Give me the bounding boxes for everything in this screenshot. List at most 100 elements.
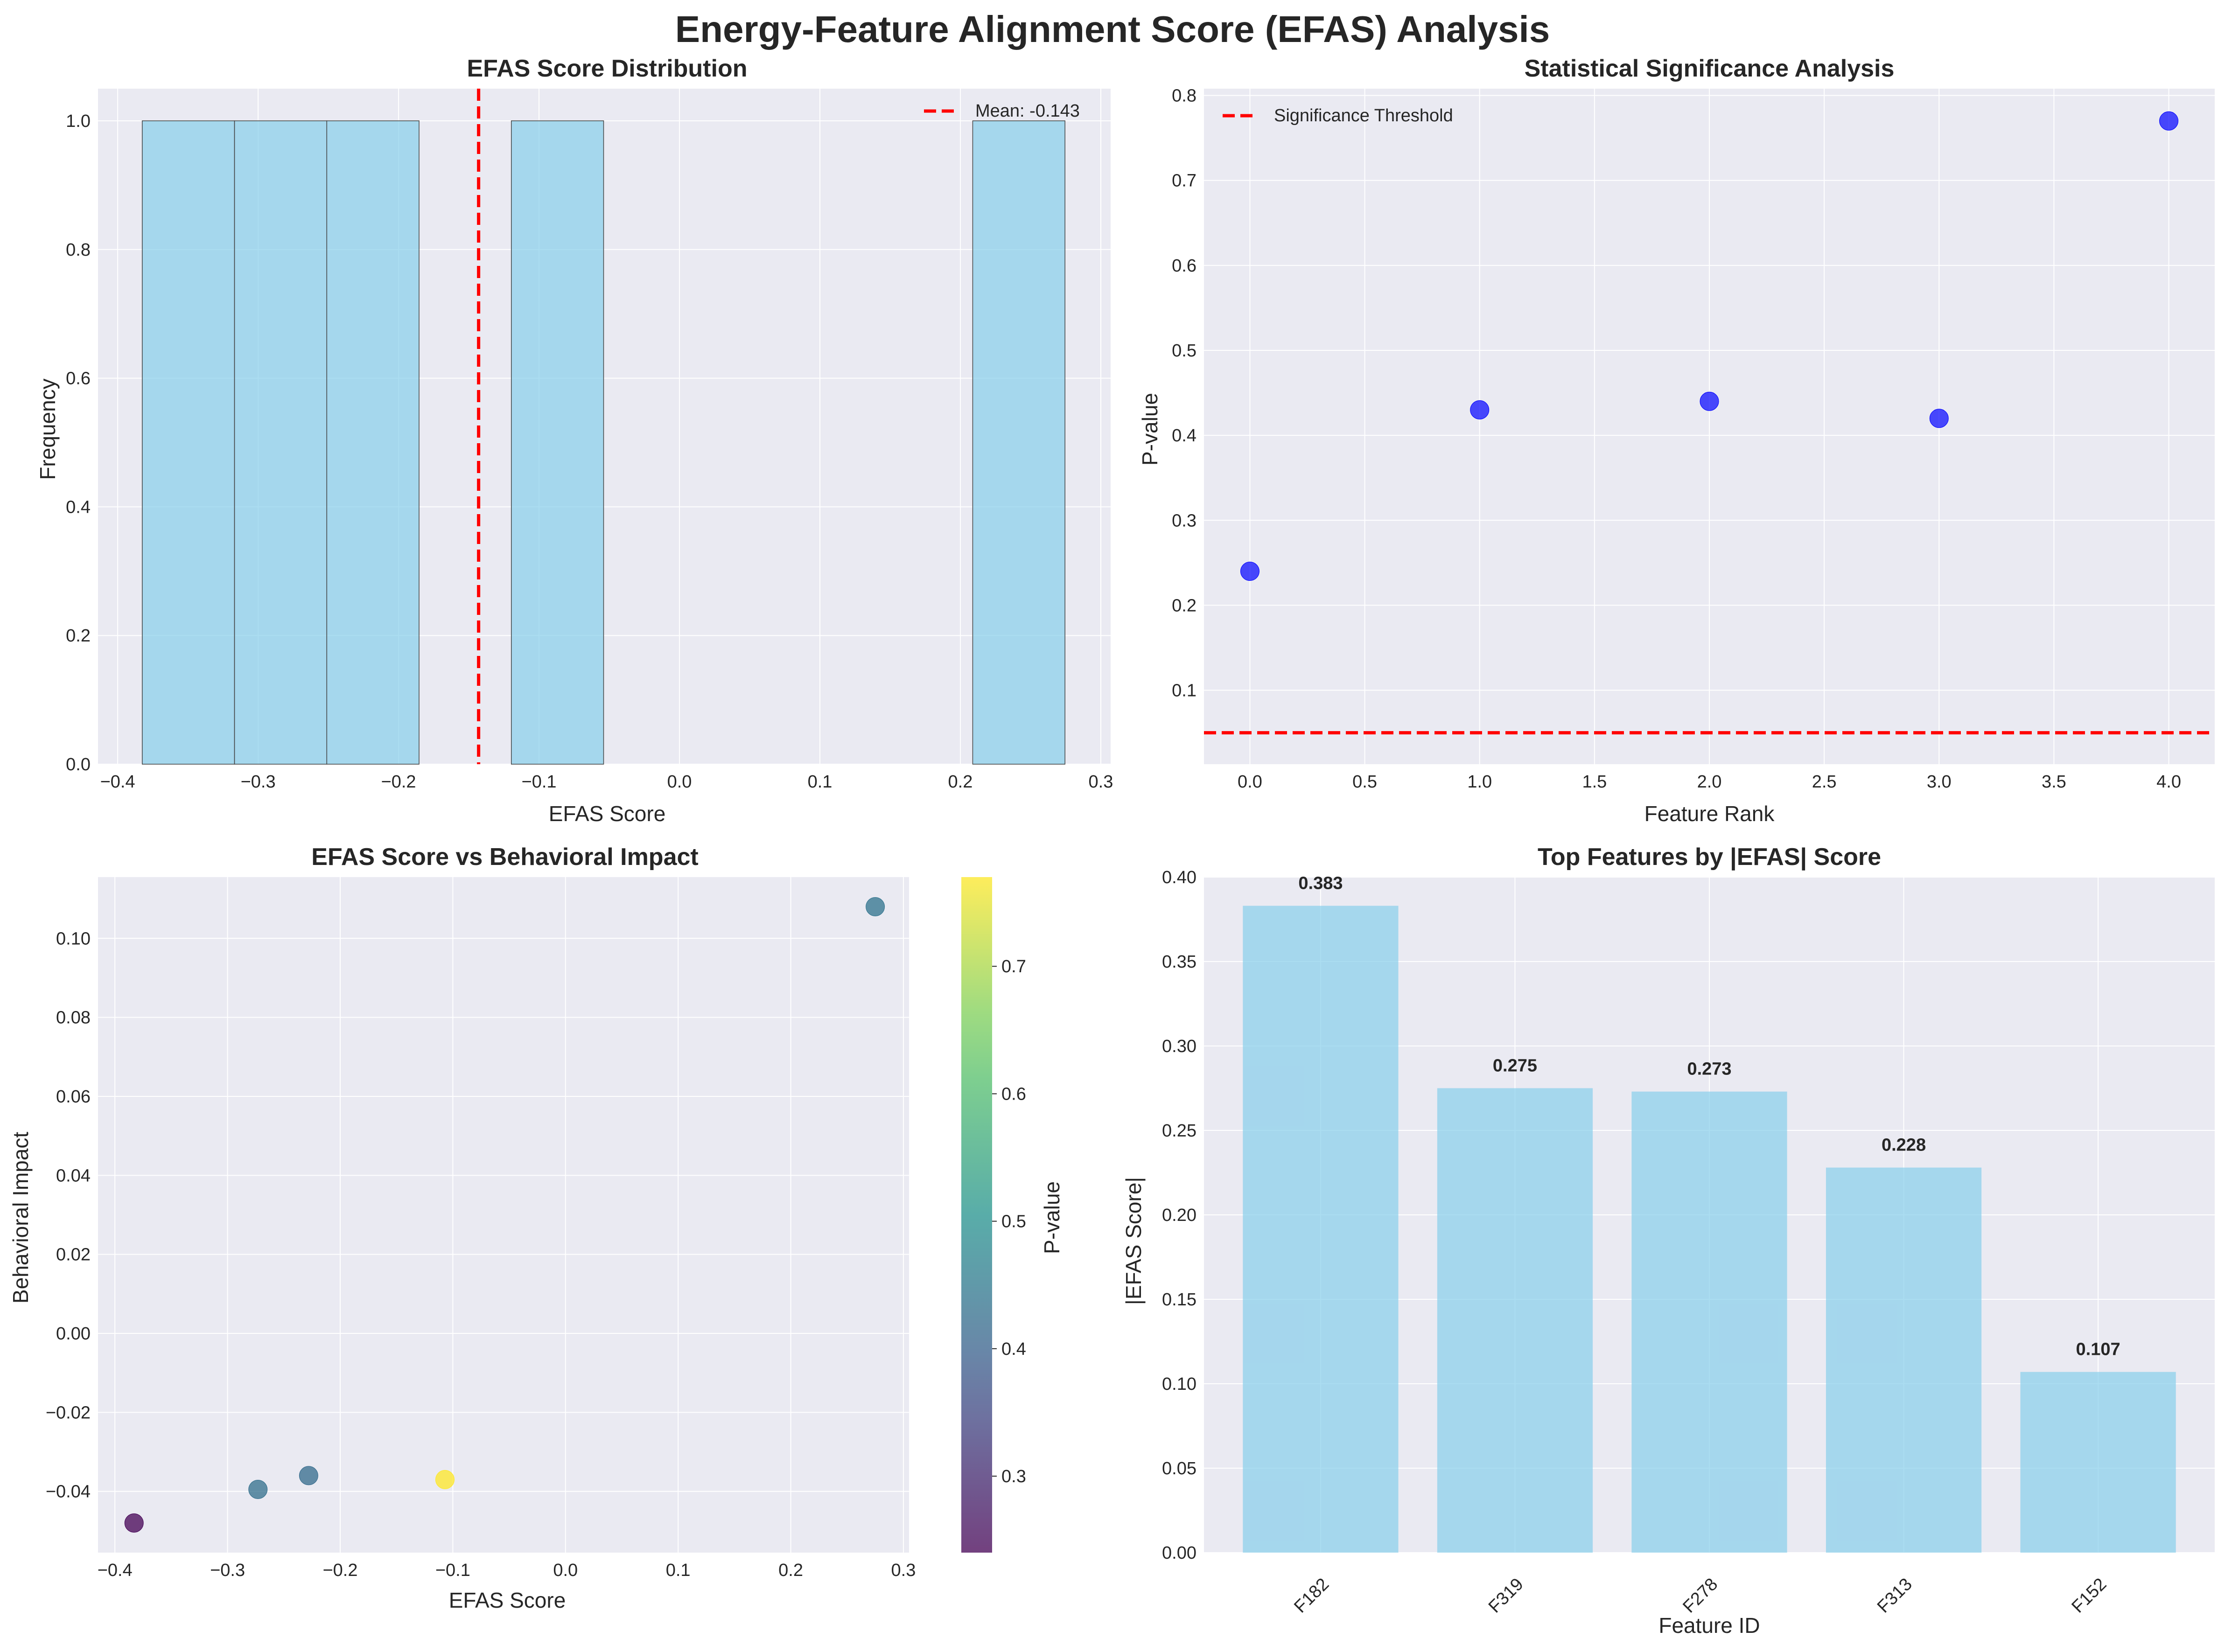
- histogram-x-tick-label: −0.1: [522, 772, 557, 792]
- significance-y-tick-label: 0.7: [1172, 171, 1196, 191]
- significance-x-tick-label: 2.0: [1697, 772, 1722, 792]
- histogram-bar: [142, 120, 235, 765]
- impact-title: EFAS Score vs Behavioral Impact: [311, 843, 698, 871]
- top-features-value-label: 0.107: [2076, 1340, 2120, 1359]
- top-features-value-label: 0.275: [1493, 1056, 1537, 1076]
- colorbar-tick-label: 0.3: [1001, 1467, 1026, 1486]
- figure-title: Energy-Feature Alignment Score (EFAS) An…: [675, 8, 1550, 50]
- impact-x-tick-label: 0.1: [666, 1561, 691, 1580]
- impact-point: [435, 1470, 455, 1489]
- top-features-value-label: 0.228: [1882, 1136, 1926, 1155]
- pvalue-point: [1240, 562, 1259, 581]
- impact-y-tick-label: 0.08: [56, 1008, 91, 1028]
- top-features-bar: [2020, 1372, 2176, 1553]
- significance-x-tick-label: 1.0: [1467, 772, 1492, 792]
- impact-y-tick-label: −0.04: [46, 1482, 91, 1502]
- pvalue-point: [2159, 111, 2179, 131]
- histogram-panel: EFAS Score Distribution EFAS Score Frequ…: [35, 55, 1113, 826]
- histogram-ylabel: Frequency: [35, 378, 60, 480]
- top-features-x-tick-label: F313: [1874, 1575, 1916, 1617]
- impact-x-tick-label: −0.4: [98, 1561, 133, 1580]
- histogram-y-tick-label: 0.0: [66, 755, 91, 774]
- histogram-y-tick-label: 0.8: [66, 240, 91, 260]
- impact-y-tick-label: 0.06: [56, 1087, 91, 1107]
- impact-y-tick-label: −0.02: [46, 1403, 91, 1422]
- histogram-x-tick-label: 0.2: [948, 772, 973, 792]
- top-features-y-tick-label: 0.40: [1162, 868, 1196, 887]
- colorbar-tick-label: 0.7: [1001, 957, 1026, 976]
- significance-xlabel: Feature Rank: [1644, 802, 1775, 826]
- top-features-y-tick-label: 0.05: [1162, 1459, 1196, 1478]
- top-features-value-label: 0.273: [1687, 1060, 1731, 1079]
- significance-x-tick-label: 0.0: [1238, 772, 1262, 792]
- significance-x-tick-label: 2.5: [1812, 772, 1837, 792]
- colorbar-tick-label: 0.4: [1001, 1339, 1026, 1359]
- significance-ylabel: P-value: [1138, 393, 1162, 466]
- significance-y-tick-label: 0.6: [1172, 256, 1196, 276]
- top-features-value-label: 0.383: [1298, 874, 1343, 893]
- significance-x-tick-label: 3.5: [2042, 772, 2066, 792]
- histogram-x-tick-label: 0.0: [667, 772, 692, 792]
- impact-plot-area: [98, 877, 909, 1553]
- significance-y-tick-label: 0.1: [1172, 681, 1196, 701]
- significance-x-tick-label: 0.5: [1352, 772, 1377, 792]
- histogram-xlabel: EFAS Score: [549, 802, 666, 826]
- impact-point: [248, 1480, 268, 1499]
- top-features-ylabel: |EFAS Score|: [1121, 1177, 1146, 1305]
- impact-panel: EFAS Score vs Behavioral Impact EFAS Sco…: [8, 843, 1064, 1612]
- colorbar-label: P-value: [1040, 1181, 1064, 1254]
- impact-ylabel: Behavioral Impact: [8, 1132, 33, 1303]
- pvalue-point: [1470, 400, 1490, 419]
- histogram-bar: [972, 120, 1065, 765]
- impact-x-tick-label: 0.2: [778, 1561, 803, 1580]
- histogram-bar: [326, 120, 420, 765]
- histogram-y-tick-label: 0.2: [66, 626, 91, 646]
- top-features-x-tick-label: F152: [2068, 1575, 2110, 1617]
- impact-point: [124, 1513, 144, 1533]
- histogram-title: EFAS Score Distribution: [467, 55, 748, 82]
- histogram-y-tick-label: 0.4: [66, 497, 91, 517]
- histogram-x-tick-label: 0.3: [1089, 772, 1113, 792]
- top-features-x-tick-label: F319: [1485, 1575, 1527, 1617]
- significance-y-tick-label: 0.3: [1172, 511, 1196, 530]
- top-features-x-tick-label: F182: [1290, 1575, 1333, 1617]
- significance-x-tick-label: 4.0: [2156, 772, 2181, 792]
- significance-y-tick-label: 0.4: [1172, 426, 1196, 446]
- impact-y-tick-label: 0.00: [56, 1324, 91, 1344]
- histogram-x-tick-label: −0.4: [100, 772, 135, 792]
- top-features-y-tick-label: 0.20: [1162, 1206, 1196, 1225]
- impact-point: [299, 1466, 318, 1485]
- impact-y-tick-label: 0.02: [56, 1245, 91, 1265]
- impact-point: [866, 897, 885, 917]
- histogram-x-tick-label: 0.1: [808, 772, 833, 792]
- top-features-bar: [1243, 906, 1399, 1553]
- impact-x-tick-label: −0.1: [435, 1561, 470, 1580]
- colorbar: [961, 877, 992, 1553]
- histogram-bar: [511, 120, 604, 765]
- legend-mean-label: Mean: -0.143: [975, 101, 1080, 121]
- top-features-bar: [1631, 1091, 1787, 1553]
- histogram-bar: [234, 120, 328, 765]
- top-features-y-tick-label: 0.30: [1162, 1037, 1196, 1056]
- impact-x-tick-label: 0.0: [553, 1561, 578, 1580]
- significance-y-tick-label: 0.2: [1172, 596, 1196, 615]
- significance-y-tick-label: 0.5: [1172, 341, 1196, 361]
- top-features-y-tick-label: 0.00: [1162, 1543, 1196, 1563]
- significance-x-tick-label: 3.0: [1927, 772, 1952, 792]
- impact-x-tick-label: −0.2: [322, 1561, 357, 1580]
- pvalue-point: [1929, 409, 1949, 428]
- colorbar-tick-label: 0.5: [1001, 1212, 1026, 1232]
- top-features-y-tick-label: 0.25: [1162, 1121, 1196, 1141]
- histogram-x-tick-label: −0.2: [381, 772, 416, 792]
- impact-xlabel: EFAS Score: [449, 1588, 566, 1612]
- top-features-y-tick-label: 0.35: [1162, 952, 1196, 972]
- impact-x-tick-label: −0.3: [210, 1561, 245, 1580]
- top-features-xlabel: Feature ID: [1658, 1613, 1760, 1638]
- top-features-y-tick-label: 0.10: [1162, 1374, 1196, 1394]
- significance-panel: Statistical Significance Analysis Featur…: [1138, 55, 2215, 826]
- impact-y-tick-label: 0.04: [56, 1166, 91, 1185]
- histogram-y-tick-label: 1.0: [66, 112, 91, 131]
- top-features-panel: Top Features by |EFAS| Score Feature ID …: [1121, 843, 2215, 1638]
- significance-x-tick-label: 1.5: [1582, 772, 1607, 792]
